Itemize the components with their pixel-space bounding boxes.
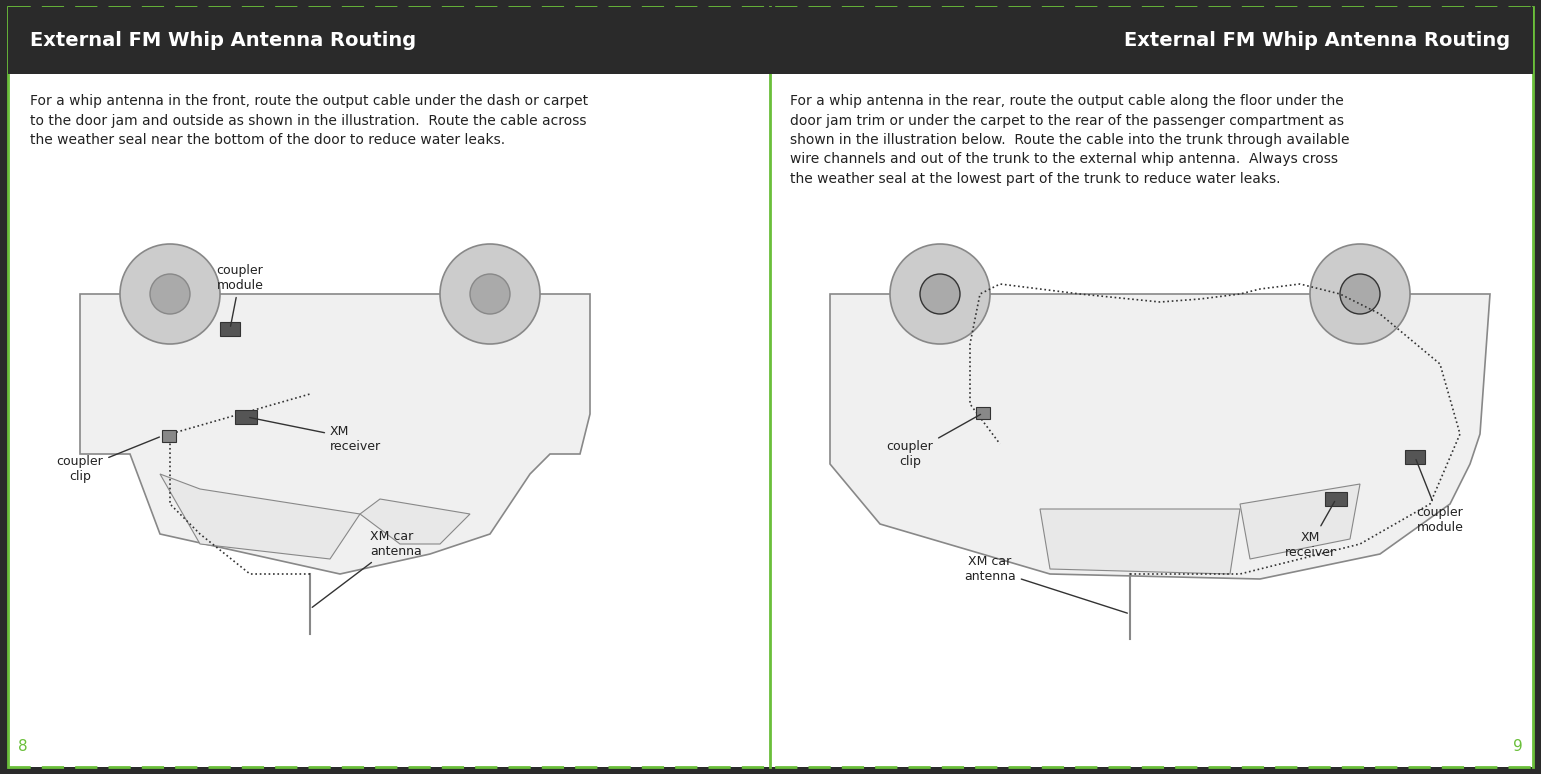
Polygon shape bbox=[1241, 484, 1361, 559]
Circle shape bbox=[470, 274, 510, 314]
Polygon shape bbox=[8, 7, 770, 767]
Polygon shape bbox=[831, 294, 1490, 579]
Polygon shape bbox=[1040, 509, 1241, 574]
Bar bbox=[234, 410, 257, 424]
Circle shape bbox=[149, 274, 190, 314]
Text: XM car
antenna: XM car antenna bbox=[313, 530, 422, 608]
Text: coupler
module: coupler module bbox=[217, 264, 264, 327]
Polygon shape bbox=[160, 474, 361, 559]
Text: External FM Whip Antenna Routing: External FM Whip Antenna Routing bbox=[1123, 32, 1510, 50]
Text: XM
receiver: XM receiver bbox=[1285, 502, 1336, 559]
Circle shape bbox=[920, 274, 960, 314]
Polygon shape bbox=[770, 7, 1533, 767]
Polygon shape bbox=[361, 499, 470, 544]
Polygon shape bbox=[8, 7, 770, 74]
Text: XM
receiver: XM receiver bbox=[250, 417, 381, 453]
Bar bbox=[220, 322, 240, 336]
Text: 9: 9 bbox=[1513, 739, 1523, 754]
Circle shape bbox=[120, 244, 220, 344]
Polygon shape bbox=[80, 294, 590, 574]
Bar bbox=[162, 430, 176, 442]
Circle shape bbox=[441, 244, 539, 344]
Bar bbox=[975, 407, 989, 419]
Text: For a whip antenna in the front, route the output cable under the dash or carpet: For a whip antenna in the front, route t… bbox=[29, 94, 589, 147]
Text: coupler
clip: coupler clip bbox=[886, 414, 980, 468]
Circle shape bbox=[1341, 274, 1381, 314]
Polygon shape bbox=[770, 7, 1533, 74]
Text: coupler
module: coupler module bbox=[1416, 460, 1464, 534]
Text: coupler
clip: coupler clip bbox=[57, 437, 159, 483]
Circle shape bbox=[1310, 244, 1410, 344]
Text: XM car
antenna: XM car antenna bbox=[965, 555, 1128, 613]
Text: For a whip antenna in the rear, route the output cable along the floor under the: For a whip antenna in the rear, route th… bbox=[791, 94, 1350, 186]
Bar bbox=[1325, 492, 1347, 506]
Text: External FM Whip Antenna Routing: External FM Whip Antenna Routing bbox=[29, 32, 416, 50]
Text: 8: 8 bbox=[18, 739, 28, 754]
Circle shape bbox=[891, 244, 989, 344]
Bar bbox=[1405, 450, 1425, 464]
